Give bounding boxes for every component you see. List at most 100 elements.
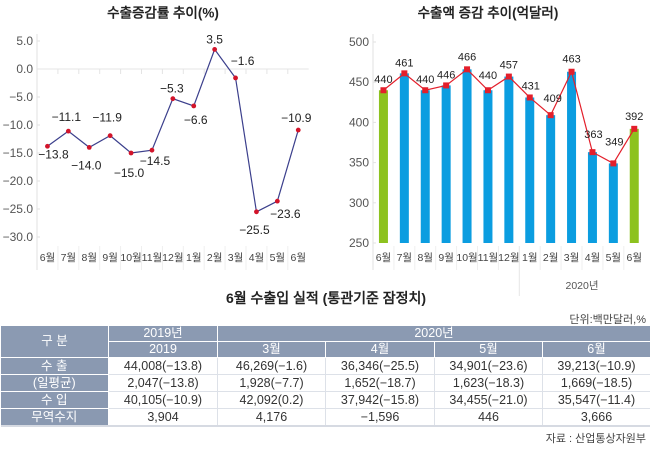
unit-note: 단위:백만달러,% xyxy=(569,314,646,326)
header-year-2020: 2020년 xyxy=(217,325,650,342)
y-tick-label: 0.0 xyxy=(16,62,33,76)
chart-title: 수출액 증감 추이(억달러) xyxy=(418,5,559,21)
x-tick-label: 1월 xyxy=(522,252,538,264)
data-point-marker xyxy=(191,103,197,109)
data-label: −11.1 xyxy=(52,110,82,124)
data-label: −23.6 xyxy=(270,207,301,221)
x-tick-label: 10월 xyxy=(456,252,477,264)
header-row-years: 구 분 2019년 2020년 xyxy=(0,325,650,358)
bar xyxy=(483,90,493,244)
data-label: 349 xyxy=(605,136,623,148)
data-label: 440 xyxy=(416,74,434,86)
table-cell: 4,176 xyxy=(217,408,326,427)
data-label: 463 xyxy=(562,54,580,66)
data-point-marker xyxy=(233,75,238,81)
table-cell: 34,455(−21.0) xyxy=(434,391,543,409)
bar xyxy=(420,90,430,244)
data-point-marker xyxy=(212,47,218,52)
x-tick-label: 7월 xyxy=(61,252,77,264)
bar xyxy=(546,115,556,243)
x-tick-label: 4월 xyxy=(249,252,265,264)
table-row-trade-balance: 무역수지 3,904 4,176 −1,596 446 3,666 xyxy=(0,408,650,427)
charts-canvas: 수출증감률 추이(%) 5.0 0.0 −5.0 −10.0 −15.0 −20.0 −25… xyxy=(3,5,643,296)
bar xyxy=(378,90,388,244)
data-point-marker xyxy=(86,145,92,150)
data-label: 431 xyxy=(522,80,540,92)
x-group-label: 2020년 xyxy=(565,280,598,292)
x-tick-label: 6월 xyxy=(40,252,56,264)
data-label: −13.8 xyxy=(38,147,69,161)
x-tick-label: 9월 xyxy=(438,252,454,264)
y-tick-label: 500 xyxy=(349,35,369,49)
table-row-daily-average: (일평균) 2,047(−13.8) 1,928(−7.7) 1,652(−18… xyxy=(0,374,650,392)
data-point-marker xyxy=(254,209,259,215)
table-cell: 1,928(−7.7) xyxy=(217,374,326,392)
data-point-marker xyxy=(107,133,113,139)
data-label: 409 xyxy=(543,93,561,105)
x-tick-label: 8월 xyxy=(82,252,98,264)
table-title: 6월 수출입 실적 (통관기준 잠정치) xyxy=(225,290,427,306)
x-tick-label: 10월 xyxy=(120,252,141,264)
bar xyxy=(504,76,514,244)
data-point-marker xyxy=(401,70,408,77)
table-cell: 1,669(−18.5) xyxy=(542,374,650,392)
x-tick-label: 11월 xyxy=(478,252,499,264)
data-label: 446 xyxy=(437,69,455,81)
table-cell: 46,269(−1.6) xyxy=(217,357,326,375)
bar xyxy=(462,69,472,243)
bar xyxy=(525,97,535,243)
x-tick-label: 9월 xyxy=(102,252,118,264)
header-row-months: 2019 3월 4월 5월 6월 xyxy=(1,341,650,358)
data-point-marker xyxy=(128,150,134,156)
bar xyxy=(629,128,639,243)
x-tick-label: 6월 xyxy=(627,252,643,264)
table-cell: 446 xyxy=(434,408,543,427)
table-cell: 39,213(−10.9) xyxy=(542,357,650,375)
data-point-marker xyxy=(274,198,280,204)
x-tick-label: 7월 xyxy=(397,252,413,264)
x-tick-label: 11월 xyxy=(142,252,163,264)
data-point-marker xyxy=(505,73,512,80)
bar xyxy=(441,85,451,243)
x-tick-label: 1월 xyxy=(186,252,202,264)
row-label: 수 출 xyxy=(0,357,109,375)
y-tick-label: −10.0 xyxy=(3,118,34,132)
series-line xyxy=(47,48,299,213)
x-tick-label: 5월 xyxy=(606,252,622,264)
data-point-marker xyxy=(45,143,50,149)
bar xyxy=(567,71,577,243)
y-tick-label: 5.0 xyxy=(16,34,33,48)
x-tick-label: 2월 xyxy=(207,252,223,264)
x-tick-label: 12월 xyxy=(162,252,183,264)
y-tick-label: 400 xyxy=(349,115,369,129)
x-tick-label: 5월 xyxy=(270,252,286,264)
table-cell: 3,666 xyxy=(542,408,650,427)
table-cell: 42,092(0.2) xyxy=(217,391,326,409)
table-cell: 37,942(−15.8) xyxy=(325,391,435,409)
data-label: 457 xyxy=(500,60,518,72)
x-tick-label: 6월 xyxy=(376,252,392,264)
table-cell: 1,623(−18.3) xyxy=(434,374,543,392)
table-cell: 35,547(−11.4) xyxy=(542,391,650,409)
data-label: −15.0 xyxy=(114,166,145,180)
data-label: −11.9 xyxy=(92,111,122,125)
x-tick-label: 8월 xyxy=(418,252,434,264)
header-month: 2019 xyxy=(108,341,218,358)
data-label: −10.9 xyxy=(281,111,312,125)
header-month: 3월 xyxy=(217,341,326,358)
y-tick-label: −5.0 xyxy=(9,90,33,104)
table-cell: 2,047(−13.8) xyxy=(108,374,218,392)
row-label: 수 입 xyxy=(0,391,109,409)
export-growth-rate-line-chart: 수출증감률 추이(%) 5.0 0.0 −5.0 −10.0 −15.0 −20.0 −25… xyxy=(3,5,312,270)
data-point-marker xyxy=(380,87,387,94)
data-point-marker xyxy=(149,147,155,153)
data-point-marker xyxy=(589,149,596,156)
x-tick-label: 4월 xyxy=(585,252,601,264)
row-label: 무역수지 xyxy=(0,408,109,427)
data-label: −14.5 xyxy=(140,154,171,168)
y-tick-label: −15.0 xyxy=(3,146,34,160)
table-cell: 36,346(−25.5) xyxy=(325,357,435,375)
table-row-exports: 수 출 44,008(−13.8) 46,269(−1.6) 36,346(−2… xyxy=(0,357,650,375)
x-tick-label: 3월 xyxy=(564,252,580,264)
